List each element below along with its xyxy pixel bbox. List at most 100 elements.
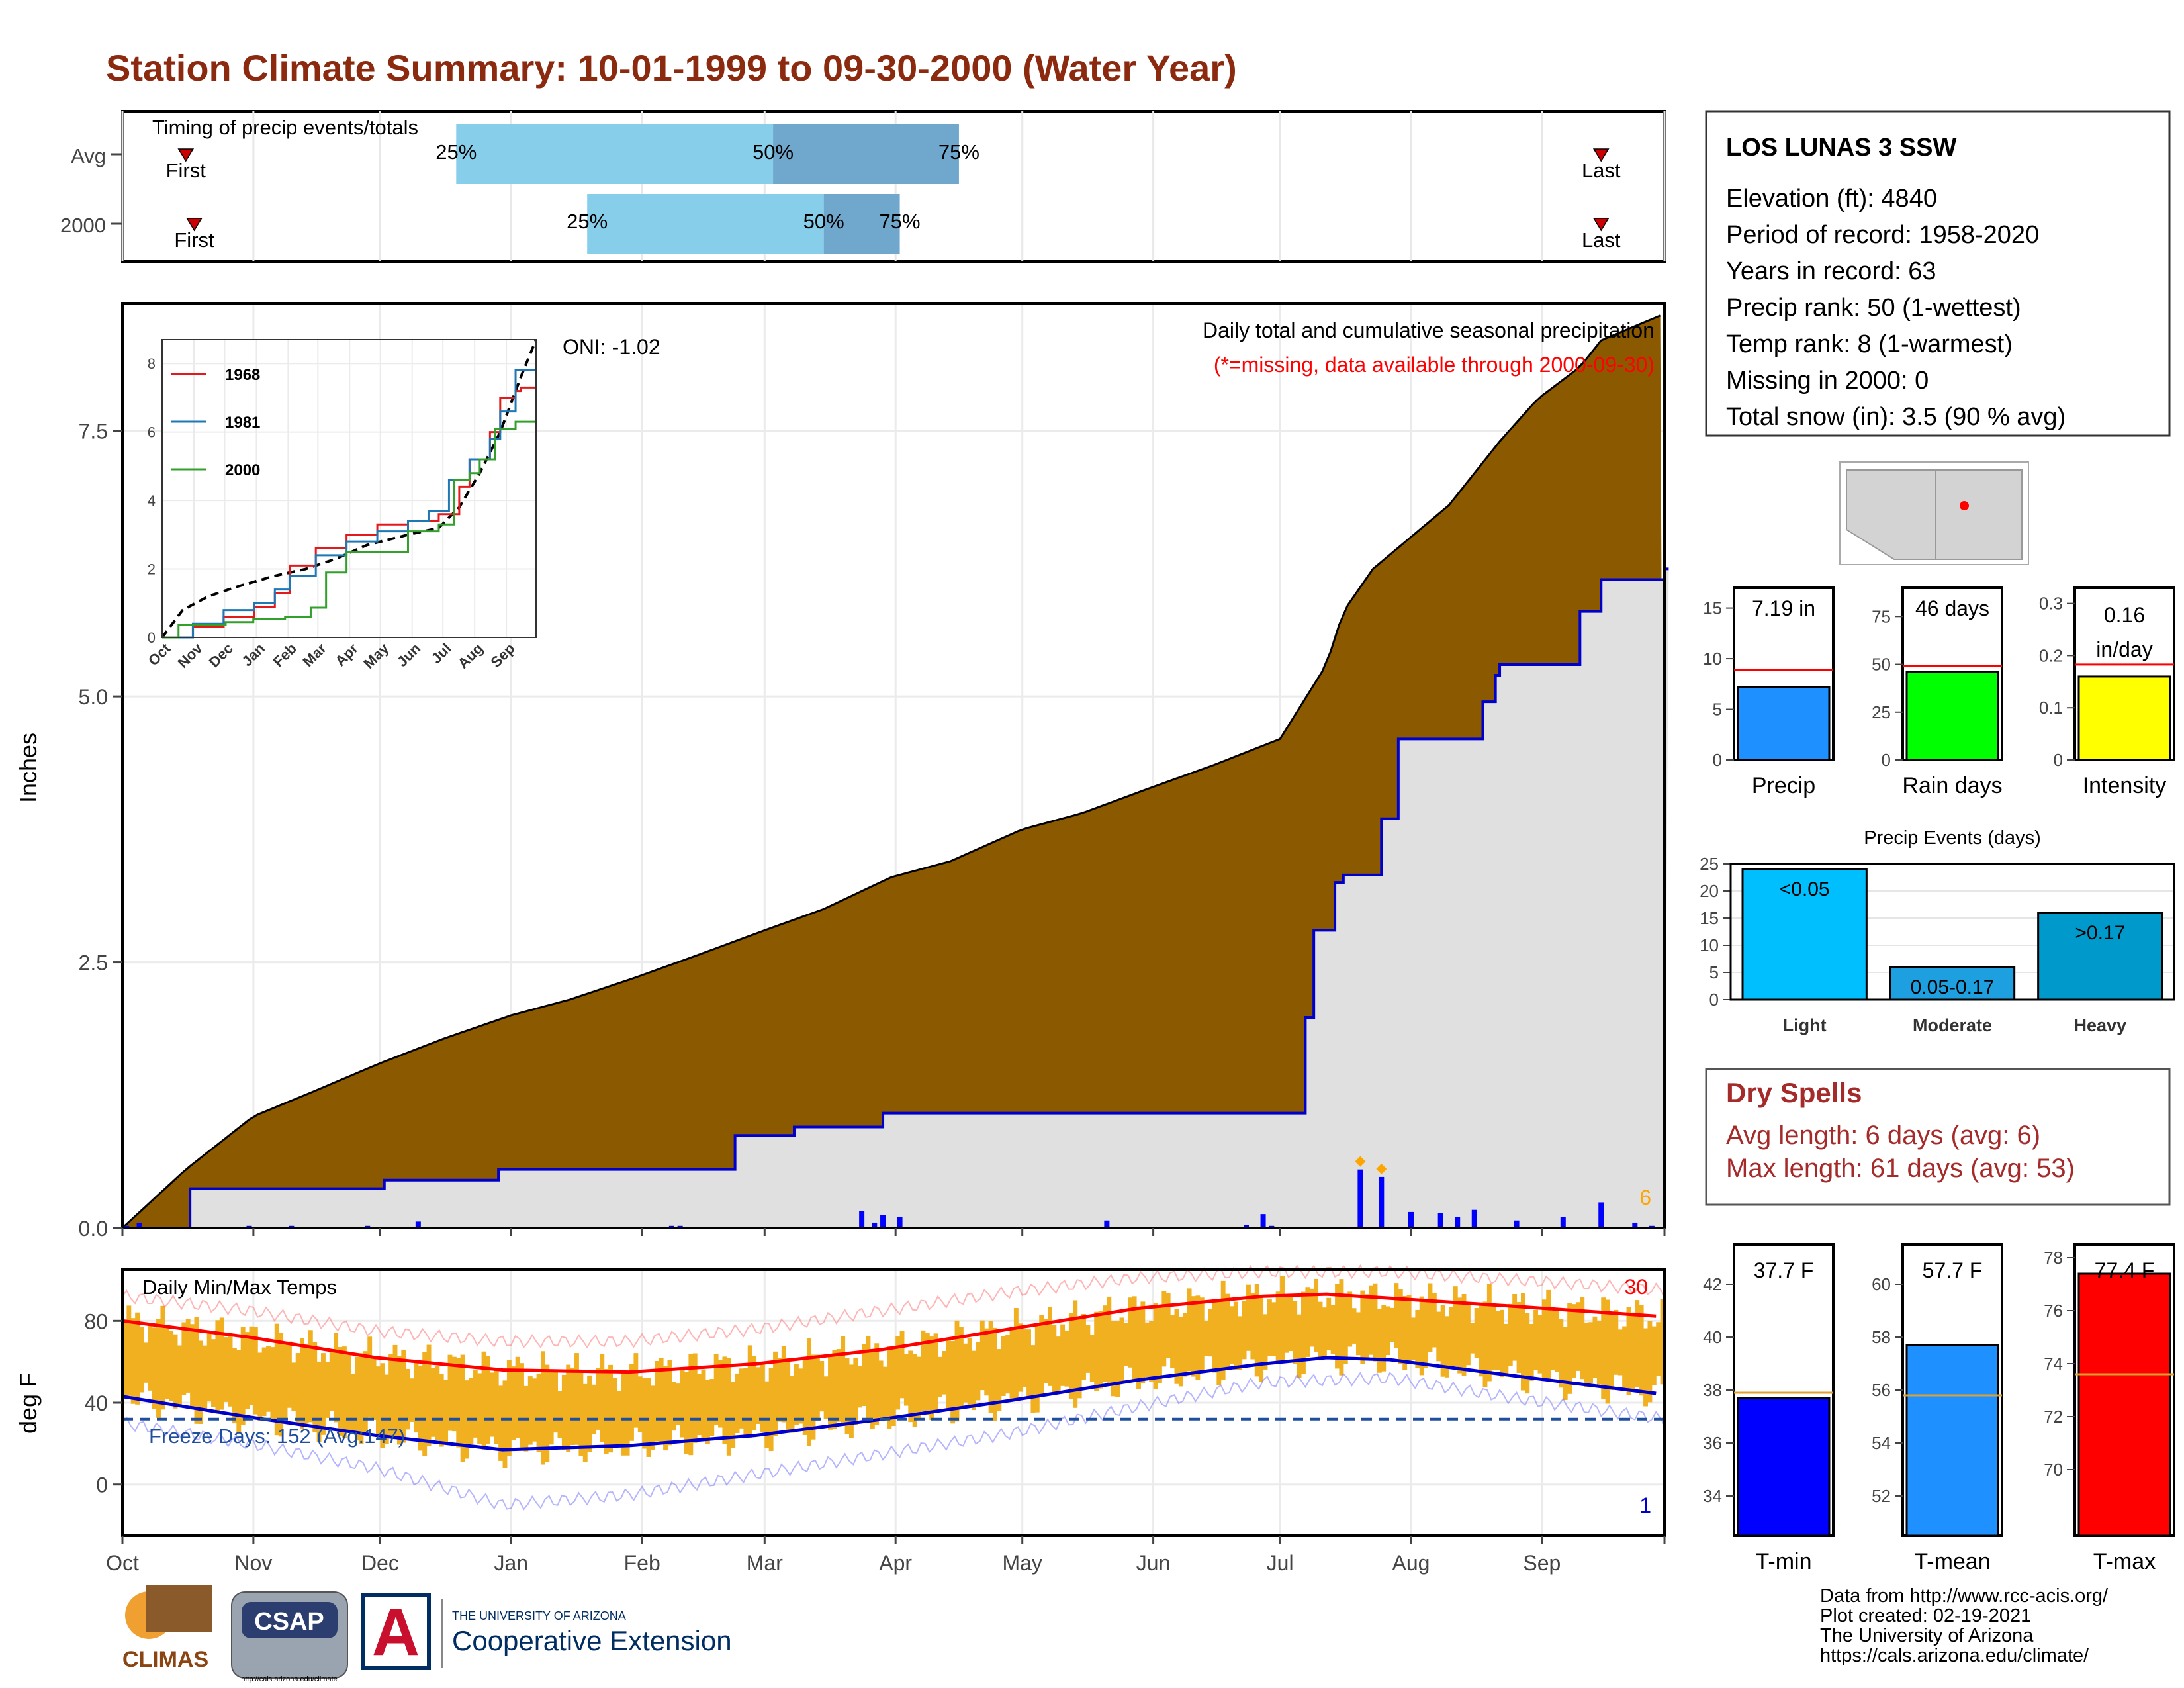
daily-temp-bar — [756, 1367, 761, 1424]
daily-temp-bar — [1073, 1300, 1078, 1408]
daily-temp-bar — [908, 1350, 913, 1423]
daily-temp-bar — [773, 1351, 778, 1436]
intensity-bar — [2077, 675, 2171, 761]
precip-ytick-label: 2.5 — [79, 951, 108, 975]
dry-spells-line: Avg length: 6 days (avg: 6) — [1726, 1121, 2040, 1150]
rain_days-value-label: 46 days — [1915, 596, 1989, 620]
daily-temp-bar — [1479, 1305, 1484, 1377]
precip_total-ytick-label: 5 — [1713, 700, 1722, 720]
daily-temp-bar — [713, 1354, 719, 1425]
daily-temp-bar — [883, 1366, 887, 1421]
inset-ytick-label: 6 — [148, 424, 156, 441]
heavy-event-diamond — [1355, 1156, 1366, 1167]
daily-temp-bar — [181, 1322, 187, 1395]
daily-temp-bar — [545, 1364, 550, 1462]
csap-logo-text: CSAP — [254, 1608, 324, 1636]
intensity-ytick-label: 0.3 — [2039, 594, 2063, 614]
first-label: First — [166, 159, 206, 182]
daily-temp-bar — [1195, 1295, 1201, 1380]
daily-temp-bar — [228, 1333, 233, 1407]
daily-temp-bar — [1335, 1284, 1340, 1369]
inset-ytick-label: 4 — [148, 492, 156, 509]
daily-temp-bar — [1402, 1296, 1408, 1370]
month-label: Oct — [106, 1551, 139, 1575]
precip_total-ytick-label: 0 — [1713, 750, 1722, 770]
daily-temp-bar — [1436, 1311, 1441, 1362]
event-category-label: Moderate — [1913, 1015, 1992, 1035]
precip-ytick-label: 7.5 — [79, 420, 108, 444]
daily-temp-bar — [578, 1370, 584, 1456]
daily-temp-bar — [515, 1356, 520, 1438]
events-border — [1729, 863, 2175, 1001]
daily-temp-bar — [1390, 1307, 1394, 1342]
daily-temp-bar — [1288, 1296, 1293, 1352]
daily-temp-bar — [1208, 1309, 1213, 1357]
station-info-line: Total snow (in): 3.5 (90 % avg) — [1726, 403, 2066, 431]
avg-cumulative-line — [121, 314, 1661, 1229]
daily-temp-bar — [392, 1344, 398, 1437]
first-marker — [186, 218, 203, 232]
daily-temp-bar — [1601, 1297, 1606, 1400]
daily-temp-bar — [1622, 1326, 1627, 1388]
daily-temp-bar — [380, 1363, 385, 1448]
daily-temp-bar — [739, 1368, 744, 1429]
daily-temp-bar — [1445, 1316, 1449, 1378]
daily-temp-bar — [841, 1336, 846, 1424]
avg-max-line — [122, 1292, 1657, 1374]
daily-temp-bar — [1326, 1297, 1332, 1351]
daily-temp-bar — [1351, 1308, 1357, 1344]
daily-temp-bar — [701, 1369, 706, 1440]
daily-temp-bar — [139, 1327, 144, 1393]
precip-ytick-label: 5.0 — [79, 685, 108, 709]
month-label: Apr — [879, 1551, 912, 1575]
temp-chart-title: Daily Min/Max Temps — [142, 1276, 337, 1299]
timing-p50-label: 50% — [752, 140, 794, 164]
daily-temp-bar — [1533, 1309, 1538, 1370]
daily-temp-bar — [1144, 1322, 1150, 1378]
event-category-label: Heavy — [2074, 1015, 2127, 1035]
daily-temp-bar — [1259, 1297, 1264, 1382]
daily-temp-bar — [680, 1368, 685, 1438]
record-max-line — [122, 1264, 1665, 1349]
timing-label: Timing of precip events/totals — [152, 116, 418, 139]
daily-temp-bar — [350, 1374, 355, 1431]
daily-temp-bar — [807, 1338, 812, 1446]
daily-temp-bar — [1132, 1296, 1137, 1382]
daily-temp-bar — [418, 1365, 423, 1451]
daily-temp-bar — [1660, 1299, 1665, 1385]
month-label: Jun — [1136, 1551, 1171, 1575]
precip_total-bar — [1737, 686, 1831, 761]
daily-temp-bar — [798, 1368, 803, 1424]
daily-temp-bar — [300, 1338, 304, 1430]
events-ytick-label: 0 — [1709, 990, 1719, 1009]
daily-temp-bar — [1191, 1296, 1196, 1377]
daily-temp-bar — [1026, 1329, 1031, 1399]
daily-temp-bar — [1149, 1321, 1154, 1382]
daily-temp-bar — [1263, 1314, 1268, 1370]
daily-temp-bar — [135, 1312, 140, 1405]
month-label: Feb — [624, 1551, 660, 1575]
dry-spells-box — [1705, 1068, 2171, 1206]
daily-temp-bar — [549, 1370, 554, 1445]
daily-temp-bar — [236, 1350, 242, 1434]
daily-temp-bar — [1064, 1330, 1069, 1387]
daily-temp-bar — [388, 1354, 394, 1436]
station-info-line: Temp rank: 8 (1-warmest) — [1726, 330, 2013, 358]
daily-temp-bar — [1330, 1304, 1336, 1354]
daily-temp-bar — [1284, 1295, 1289, 1353]
station-name: LOS LUNAS 3 SSW — [1726, 134, 1956, 162]
daily-temp-bar — [1559, 1319, 1564, 1388]
daily-temp-bar — [1406, 1294, 1412, 1364]
timing-bar-late — [773, 124, 959, 184]
daily-temp-bar — [164, 1328, 169, 1400]
daily-temp-bar — [1229, 1306, 1234, 1364]
daily-precip-bar — [136, 1222, 142, 1228]
daily-temp-bar — [600, 1354, 605, 1442]
page-title: Station Climate Summary: 10-01-1999 to 0… — [106, 47, 1237, 89]
daily-temp-bar — [190, 1324, 195, 1407]
station-info-line: Elevation (ft): 4840 — [1726, 185, 1937, 212]
month-label: Aug — [1392, 1551, 1430, 1575]
daily-temp-bar — [1107, 1296, 1112, 1385]
intensity-ytick-label: 0 — [2054, 750, 2063, 770]
daily-temp-bar — [355, 1356, 359, 1441]
